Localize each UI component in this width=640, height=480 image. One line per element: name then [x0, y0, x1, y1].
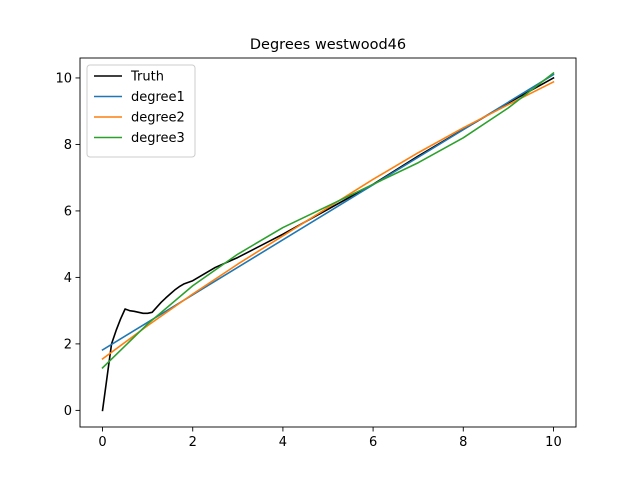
- y-tick-label-6: 6: [64, 204, 72, 219]
- legend-label-degree3: degree3: [131, 131, 185, 146]
- y-tick-label-2: 2: [64, 337, 72, 352]
- y-tick-label-0: 0: [64, 404, 72, 419]
- legend-label-truth: Truth: [130, 70, 164, 85]
- series-line-degree3: [101, 71, 555, 369]
- legend-label-degree1: degree1: [131, 90, 185, 105]
- series-line-truth: [101, 76, 555, 412]
- y-tick-label-4: 4: [64, 271, 72, 286]
- x-tick-label-4: 4: [279, 435, 287, 450]
- y-tick-label-10: 10: [55, 71, 72, 86]
- legend: Truth degree1 degree2 degree3: [86, 64, 196, 158]
- x-tick-label-8: 8: [459, 435, 467, 450]
- axes-layer: 0 2 4 6 8 10 0 2 4 6 8 10: [55, 57, 577, 450]
- axes-frame: [79, 57, 577, 428]
- y-tick-label-8: 8: [64, 138, 72, 153]
- legend-box: [86, 64, 196, 158]
- x-tick-label-2: 2: [189, 435, 197, 450]
- x-tick-label-0: 0: [98, 435, 106, 450]
- legend-label-degree2: degree2: [131, 111, 185, 126]
- chart-title: Degrees westwood46: [250, 37, 406, 53]
- series-line-degree2: [101, 80, 555, 360]
- series-layer: [101, 71, 555, 412]
- x-tick-label-10: 10: [545, 435, 562, 450]
- x-tick-label-6: 6: [369, 435, 377, 450]
